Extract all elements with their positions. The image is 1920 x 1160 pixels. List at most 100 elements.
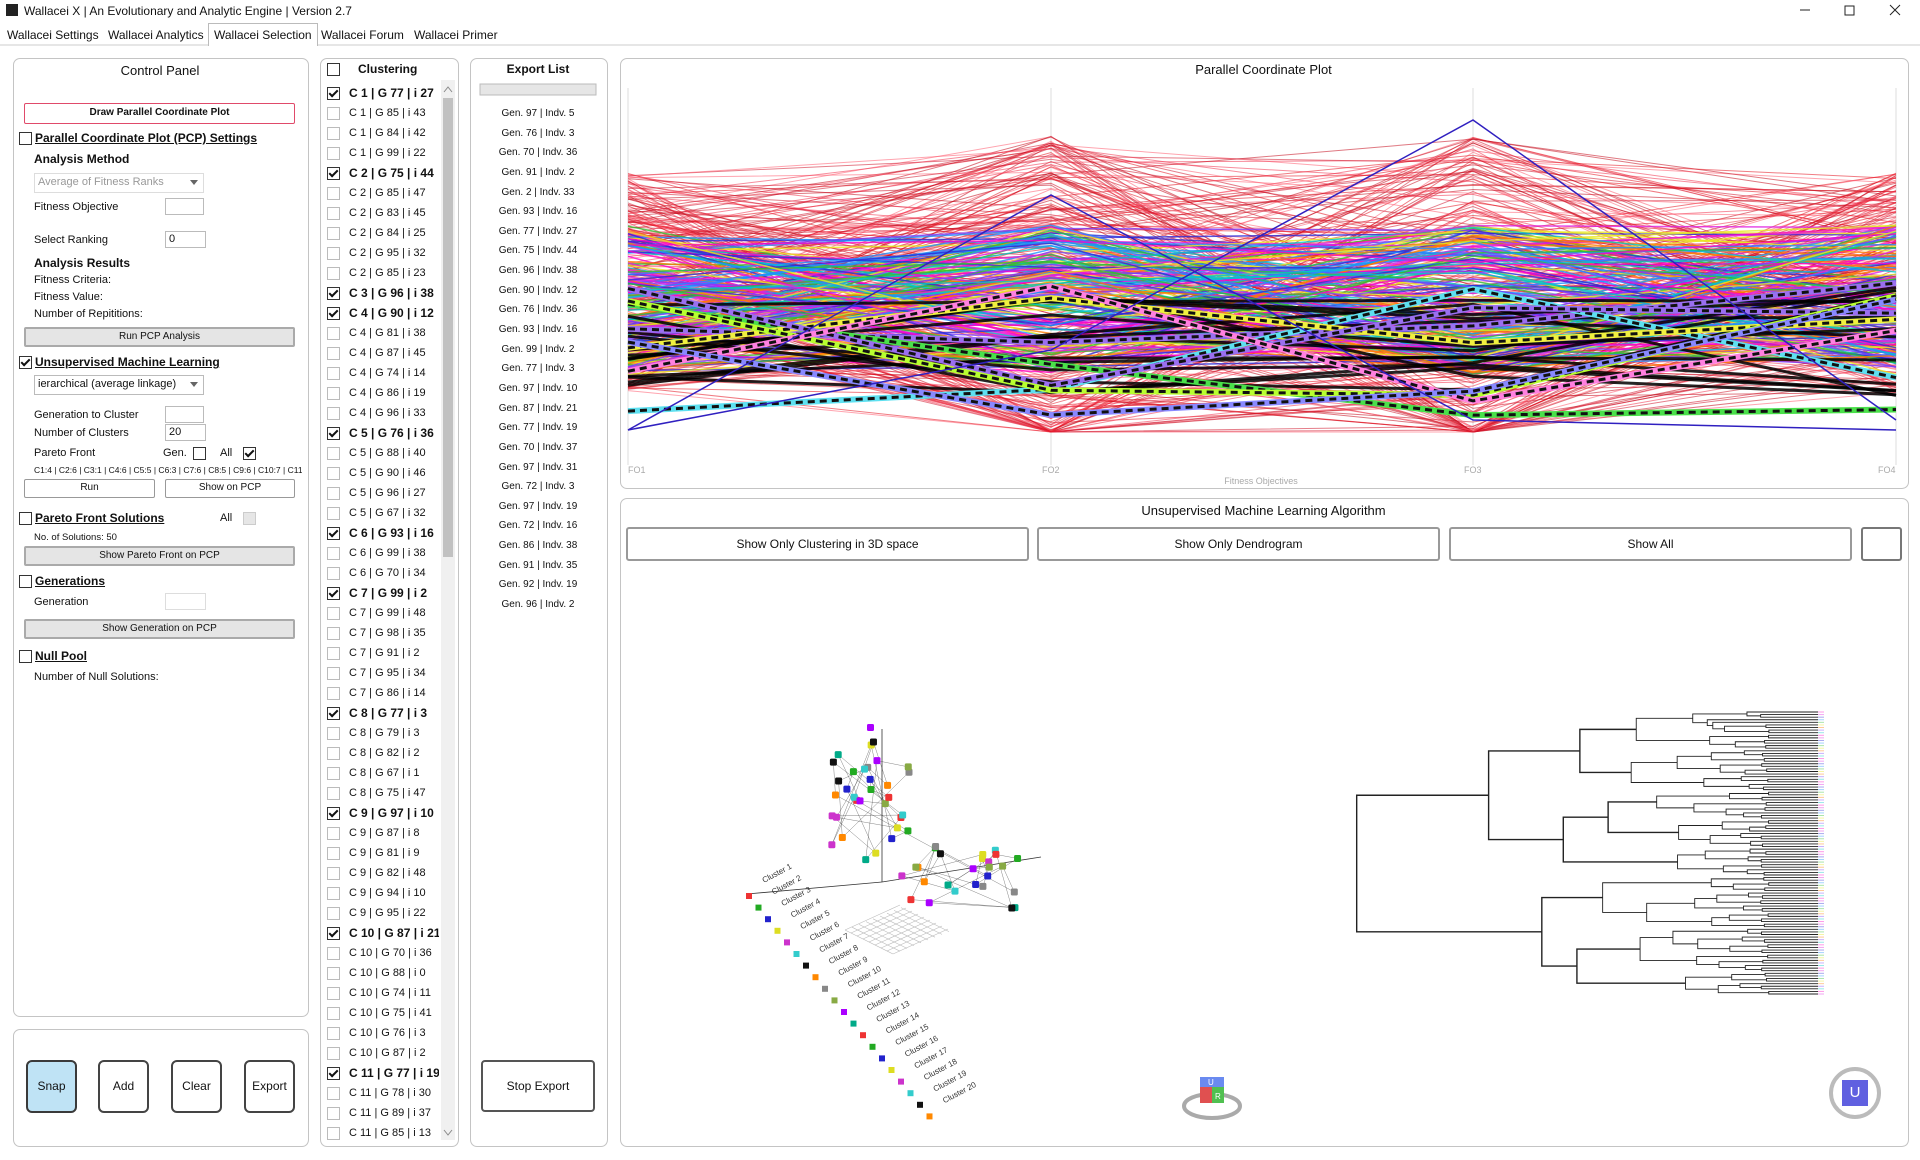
pcp-settings-checkbox[interactable] bbox=[19, 132, 32, 145]
null-pool-checkbox[interactable] bbox=[19, 650, 32, 663]
uml-button[interactable]: Show Only Clustering in 3D space bbox=[626, 527, 1029, 561]
cluster-item-checkbox[interactable] bbox=[327, 1067, 340, 1080]
cluster-item-checkbox[interactable] bbox=[327, 427, 340, 440]
cluster-item-checkbox[interactable] bbox=[327, 147, 340, 160]
cluster-item-checkbox[interactable] bbox=[327, 827, 340, 840]
cluster-item-checkbox[interactable] bbox=[327, 1047, 340, 1060]
cluster-item-checkbox[interactable] bbox=[327, 387, 340, 400]
gen-checkbox[interactable] bbox=[193, 447, 206, 460]
cluster-item-checkbox[interactable] bbox=[327, 527, 340, 540]
show-pareto-button[interactable]: Show Pareto Front on PCP bbox=[24, 546, 295, 566]
cluster-item-checkbox[interactable] bbox=[327, 447, 340, 460]
generations-checkbox[interactable] bbox=[19, 575, 32, 588]
cluster-item-checkbox[interactable] bbox=[327, 987, 340, 1000]
cluster-item-checkbox[interactable] bbox=[327, 87, 340, 100]
cluster-item-checkbox[interactable] bbox=[327, 607, 340, 620]
cluster-item-checkbox[interactable] bbox=[327, 507, 340, 520]
cluster-item-checkbox[interactable] bbox=[327, 927, 340, 940]
cluster-item-checkbox[interactable] bbox=[327, 1007, 340, 1020]
cluster-item-checkbox[interactable] bbox=[327, 767, 340, 780]
cluster-item-checkbox[interactable] bbox=[327, 207, 340, 220]
uml-dropdown[interactable]: ierarchical (average linkage) bbox=[34, 375, 204, 395]
fitness-objective-input[interactable] bbox=[165, 198, 204, 215]
generation-input[interactable] bbox=[165, 593, 206, 610]
tab[interactable]: Wallacei Forum bbox=[321, 28, 404, 42]
cluster-item-checkbox[interactable] bbox=[327, 847, 340, 860]
cluster-item-checkbox[interactable] bbox=[327, 807, 340, 820]
nav-cube-left bbox=[1200, 1087, 1212, 1103]
show-on-pcp-button[interactable]: Show on PCP bbox=[165, 479, 295, 498]
pareto-solutions-checkbox[interactable] bbox=[19, 512, 32, 525]
dendrogram-link bbox=[1747, 928, 1818, 934]
action-button[interactable]: Clear bbox=[171, 1060, 222, 1113]
tab[interactable]: Wallacei Selection bbox=[214, 28, 312, 42]
pcp-line bbox=[627, 240, 1897, 291]
action-button[interactable]: Export bbox=[244, 1060, 295, 1113]
cluster-item-checkbox[interactable] bbox=[327, 887, 340, 900]
run-pcp-button[interactable]: Run PCP Analysis bbox=[24, 327, 295, 347]
pcp-line bbox=[627, 148, 1897, 431]
3d-point bbox=[834, 751, 842, 759]
3d-grid bbox=[886, 912, 936, 938]
cluster-item-checkbox[interactable] bbox=[327, 1127, 340, 1140]
cluster-item-checkbox[interactable] bbox=[327, 787, 340, 800]
cluster-item-checkbox[interactable] bbox=[327, 347, 340, 360]
number-of-clusters-input[interactable]: 20 bbox=[165, 424, 206, 441]
tab[interactable]: Wallacei Settings bbox=[7, 28, 99, 42]
cluster-item-checkbox[interactable] bbox=[327, 467, 340, 480]
method-dropdown[interactable]: Average of Fitness Ranks bbox=[34, 173, 204, 193]
stop-export-button[interactable]: Stop Export bbox=[481, 1060, 595, 1112]
cluster-item-checkbox[interactable] bbox=[327, 967, 340, 980]
search-button[interactable] bbox=[1861, 527, 1902, 561]
cluster-item-checkbox[interactable] bbox=[327, 1107, 340, 1120]
cluster-item-checkbox[interactable] bbox=[327, 747, 340, 760]
cluster-item-checkbox[interactable] bbox=[327, 167, 340, 180]
cluster-item-checkbox[interactable] bbox=[327, 647, 340, 660]
cluster-item-checkbox[interactable] bbox=[327, 687, 340, 700]
cluster-item-checkbox[interactable] bbox=[327, 287, 340, 300]
cluster-item-checkbox[interactable] bbox=[327, 627, 340, 640]
select-ranking-input[interactable]: 0 bbox=[165, 231, 206, 248]
cluster-item-checkbox[interactable] bbox=[327, 867, 340, 880]
cluster-legend-marker bbox=[831, 997, 838, 1004]
cluster-item-checkbox[interactable] bbox=[327, 407, 340, 420]
clustering-header-checkbox[interactable] bbox=[327, 63, 340, 76]
cluster-item-checkbox[interactable] bbox=[327, 247, 340, 260]
generation-to-cluster-input[interactable] bbox=[165, 406, 204, 423]
cluster-item-checkbox[interactable] bbox=[327, 487, 340, 500]
action-button[interactable]: Snap bbox=[26, 1060, 77, 1113]
cluster-item-checkbox[interactable] bbox=[327, 947, 340, 960]
cluster-item-checkbox[interactable] bbox=[327, 907, 340, 920]
all-checkbox[interactable] bbox=[243, 447, 256, 460]
show-generation-button[interactable]: Show Generation on PCP bbox=[24, 619, 295, 639]
uml-checkbox[interactable] bbox=[19, 356, 32, 369]
fitness-objective-label: Fitness Objective bbox=[34, 201, 119, 213]
cluster-item-checkbox[interactable] bbox=[327, 327, 340, 340]
run-button[interactable]: Run bbox=[24, 479, 155, 498]
cluster-item-checkbox[interactable] bbox=[327, 667, 340, 680]
cluster-item-checkbox[interactable] bbox=[327, 587, 340, 600]
select-ranking-label: Select Ranking bbox=[34, 234, 108, 246]
cluster-item-checkbox[interactable] bbox=[327, 1027, 340, 1040]
cluster-item-checkbox[interactable] bbox=[327, 547, 340, 560]
draw-pcp-button[interactable]: Draw Parallel Coordinate Plot bbox=[24, 103, 295, 124]
cluster-item-checkbox[interactable] bbox=[327, 567, 340, 580]
cluster-item-checkbox[interactable] bbox=[327, 367, 340, 380]
tab[interactable]: Wallacei Primer bbox=[414, 28, 498, 42]
cluster-item-checkbox[interactable] bbox=[327, 1087, 340, 1100]
cluster-item-checkbox[interactable] bbox=[327, 107, 340, 120]
cluster-item-checkbox[interactable] bbox=[327, 307, 340, 320]
uml-button[interactable]: Show All bbox=[1449, 527, 1852, 561]
pareto-all-checkbox[interactable] bbox=[243, 512, 256, 525]
uml-button[interactable]: Show Only Dendrogram bbox=[1037, 527, 1440, 561]
cluster-item-checkbox[interactable] bbox=[327, 707, 340, 720]
tab[interactable]: Wallacei Analytics bbox=[108, 28, 204, 42]
cluster-item-checkbox[interactable] bbox=[327, 727, 340, 740]
cluster-item-checkbox[interactable] bbox=[327, 267, 340, 280]
cluster-item-checkbox[interactable] bbox=[327, 127, 340, 140]
action-button[interactable]: Add bbox=[98, 1060, 149, 1113]
pcp-line bbox=[627, 248, 1897, 347]
cluster-item-checkbox[interactable] bbox=[327, 227, 340, 240]
cluster-item-checkbox[interactable] bbox=[327, 187, 340, 200]
